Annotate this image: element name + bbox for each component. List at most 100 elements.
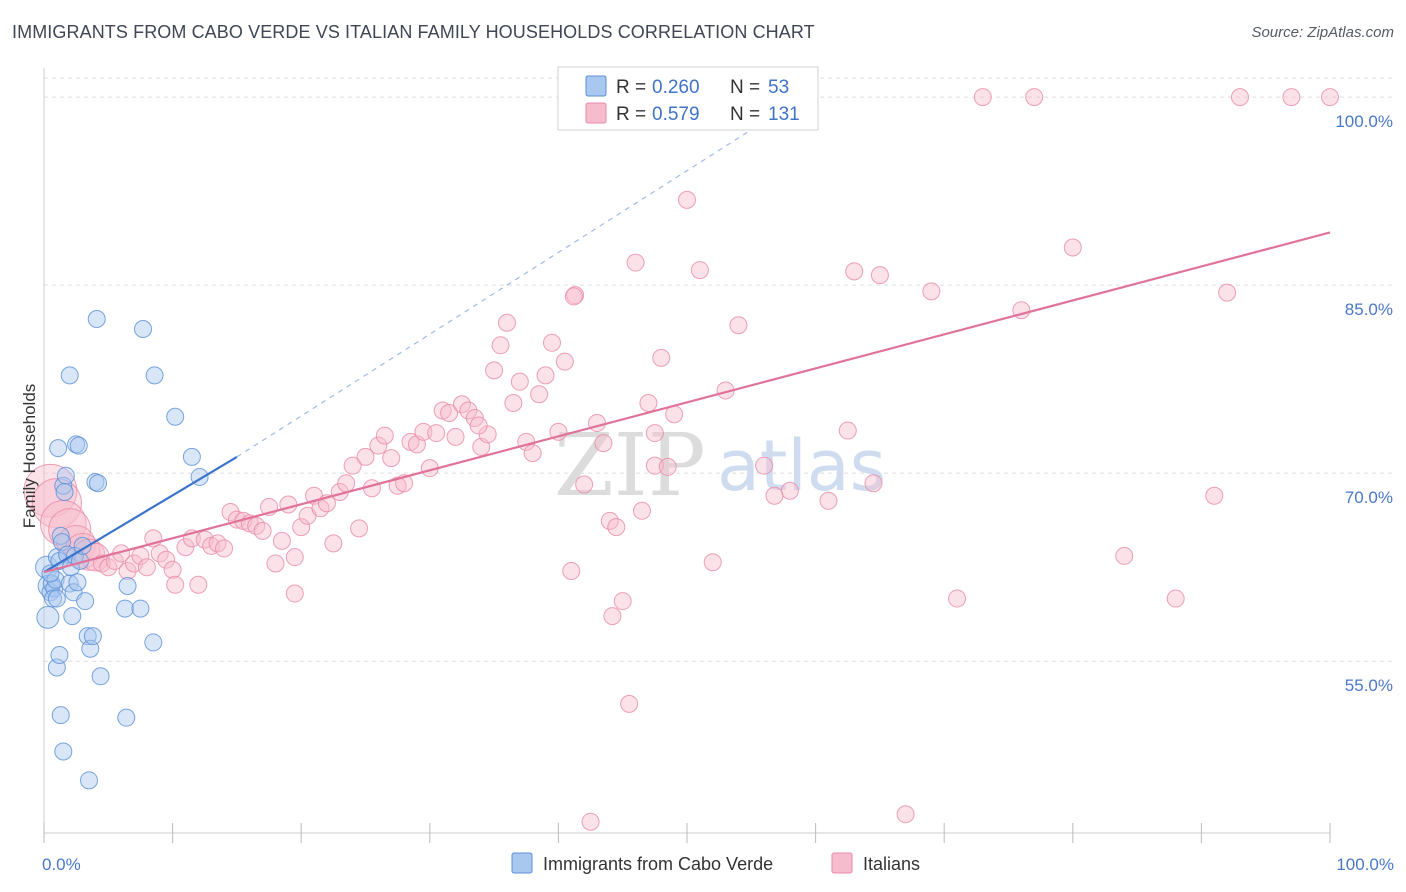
italians-point: [1218, 283, 1237, 302]
italians-point: [427, 424, 446, 443]
italians-point: [658, 457, 677, 476]
italians-point: [215, 539, 234, 558]
italians-point: [1166, 589, 1185, 608]
pink-n-label: N =: [730, 104, 760, 125]
italians-point: [1230, 88, 1249, 107]
italians-point: [948, 589, 967, 608]
italians-point: [440, 404, 459, 423]
cabo-verde-point: [166, 407, 185, 426]
italians-point: [564, 287, 583, 306]
italians-point: [375, 426, 394, 445]
cabo-verde-point: [83, 627, 102, 646]
italians-legend-label: Italians: [863, 854, 920, 874]
italians-point: [729, 316, 748, 335]
cabo-verde-point: [76, 592, 95, 611]
watermark-zip: ZIP: [554, 416, 706, 516]
italians-point: [819, 491, 838, 510]
italians-point: [896, 805, 915, 824]
italians-point: [292, 518, 311, 537]
italians-point: [864, 474, 883, 493]
italians-point: [1025, 88, 1044, 107]
cabo-verde-point: [134, 320, 153, 339]
italians-point: [382, 449, 401, 468]
italians-point: [469, 416, 488, 435]
italians-point: [755, 456, 774, 475]
italians-point: [587, 414, 606, 433]
cabo-verde-point: [145, 366, 164, 385]
cabo-verde-legend-label: Immigrants from Cabo Verde: [543, 854, 773, 874]
italians-point: [414, 422, 433, 441]
italians-point: [285, 584, 304, 603]
y-tick-label: 70.0%: [1345, 488, 1393, 507]
pink-n-value: 131: [768, 104, 800, 125]
cabo-verde-point: [47, 589, 66, 608]
italians-point: [459, 401, 478, 420]
italians-point: [504, 393, 523, 412]
y-tick-label: 85.0%: [1345, 300, 1393, 319]
cabo-verde-point: [89, 474, 108, 493]
y-tick-label: 55.0%: [1345, 676, 1393, 695]
italians-point: [613, 592, 632, 611]
italians-point: [253, 521, 272, 540]
italians-point: [1321, 88, 1339, 107]
italians-point: [594, 434, 613, 453]
italians-point: [838, 421, 857, 440]
pink-r-label: R =: [616, 104, 646, 125]
grid-lines: [44, 77, 1395, 662]
cabo-verde-point: [44, 589, 63, 608]
italians-point: [497, 313, 516, 332]
italians-point: [446, 427, 465, 446]
stats-legend: R = 0.260 N = 53 R = 0.579 N = 131: [557, 66, 819, 131]
blue-n-label: N =: [730, 77, 760, 98]
cabo-verde-point: [68, 573, 87, 592]
cabo-verde-point: [118, 577, 137, 596]
italians-point: [510, 372, 529, 391]
cabo-verde-point: [35, 555, 59, 579]
italians-point: [562, 561, 581, 580]
italians-point: [343, 456, 362, 475]
italians-point: [48, 508, 92, 552]
italians-point: [137, 558, 156, 577]
trend-lines: [43, 96, 1331, 574]
italians-point: [603, 607, 622, 626]
italians-point: [607, 518, 626, 537]
series-legend: Immigrants from Cabo Verde Italians: [511, 852, 920, 874]
y-axis-label: Family Households: [20, 384, 39, 529]
italians-point: [639, 393, 658, 412]
italians-point: [870, 266, 889, 285]
italians-point: [118, 561, 137, 580]
blue-legend-swatch: [585, 75, 607, 97]
italians-point: [703, 553, 722, 572]
cabo-verde-point: [60, 574, 79, 593]
chart-title: IMMIGRANTS FROM CABO VERDE VS ITALIAN FA…: [12, 22, 815, 42]
source-label: Source: ZipAtlas.com: [1251, 24, 1394, 41]
italians-point: [369, 436, 388, 455]
italians-point: [337, 474, 356, 493]
cabo-verde-point: [69, 436, 88, 455]
italians-point: [1115, 546, 1134, 565]
cabo-verde-point: [131, 599, 150, 618]
cabo-verde-point: [80, 771, 99, 790]
italians-point: [1205, 486, 1224, 505]
watermark: ZIP atlas: [554, 416, 886, 516]
pink-r-value: 0.579: [652, 104, 700, 125]
italians-point: [1063, 238, 1082, 257]
italians-point: [157, 550, 176, 569]
italians-point: [266, 554, 285, 573]
italians-point: [542, 333, 561, 352]
italians-point: [272, 531, 291, 550]
italians-point: [581, 812, 600, 831]
cabo-verde-point: [91, 667, 110, 686]
italians-point: [973, 88, 992, 107]
cabo-verde-trend-line: [43, 455, 238, 574]
italians-point: [523, 444, 542, 463]
axes: [43, 68, 1331, 843]
pink-legend-swatch: [585, 102, 607, 124]
cabo-verde-point: [63, 607, 82, 626]
blue-r-value: 0.260: [652, 77, 700, 98]
italians-point: [189, 575, 208, 594]
italians-point: [620, 694, 639, 713]
italians-point: [555, 352, 574, 371]
cabo-verde-point: [56, 466, 75, 485]
